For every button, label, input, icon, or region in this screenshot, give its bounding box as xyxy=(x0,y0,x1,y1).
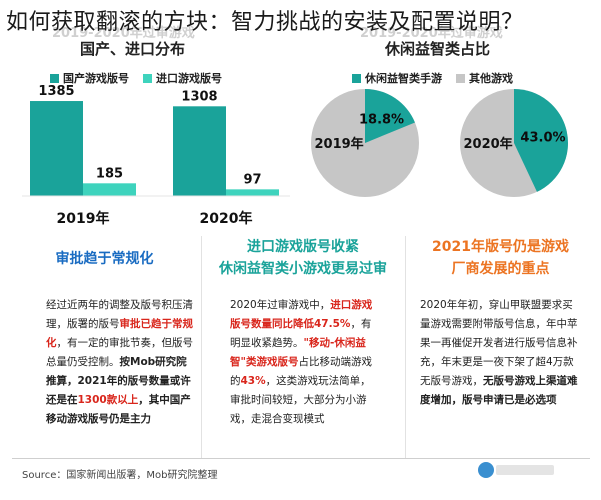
col2-text-1: 2020年过审游戏中， xyxy=(230,299,331,311)
bar-chart-title: 国产、进口分布 xyxy=(80,40,186,58)
col2-highlight-2: "移动-休闲益智"类游戏版号 xyxy=(230,337,366,368)
col1-text-1: 经过近两年的调整及版号积压清理，版署的版号 xyxy=(46,299,193,330)
section-head-1: 审批趋于常规化 xyxy=(12,248,197,268)
bar-value-label-1-1: 97 xyxy=(243,172,261,187)
col3-bold-1: 无版号游戏上渠道难度增加，版号申请已是必选项 xyxy=(420,375,578,406)
watermark-logo-icon xyxy=(478,462,494,478)
pie-year-label-0: 2019年 xyxy=(314,136,363,152)
legend-label-import: 进口游戏版号 xyxy=(156,72,222,85)
pie-value-label-1: 43.0% xyxy=(520,131,565,146)
section-head-2-line-1: 进口游戏版号收紧 xyxy=(247,239,359,255)
legend-label-other: 其他游戏 xyxy=(469,72,513,85)
col2-text-4: ，这类游戏玩法简单，审批时间较短，大部分为小游戏，走混合变现模式 xyxy=(230,375,371,425)
column-2-text: 2020年过审游戏中，进口游戏版号数量同比降低47.5%，有明显收紧趋势。"移动… xyxy=(230,296,380,429)
col1-highlight-2: 1300款以上 xyxy=(77,394,139,406)
overlay-title: 如何获取翻滚的方块：智力挑战的安装及配置说明？ xyxy=(6,10,524,35)
source-note: Source：国家新闻出版署，Mob研究院整理 xyxy=(22,470,218,481)
section-head-3-line-1: 2021年版号仍是游戏 xyxy=(432,239,569,255)
section-head-3-line-2: 厂商发展的重点 xyxy=(451,261,550,277)
section-head-1-line-1: 审批趋于常规化 xyxy=(55,251,154,267)
pie-year-label-1: 2020年 xyxy=(463,136,512,152)
bar-value-label-0-1: 185 xyxy=(96,166,123,181)
pie-value-label-0: 18.8% xyxy=(359,112,404,127)
ghost-header-left: 2019-2020年过审游戏 xyxy=(52,26,195,41)
ghost-header-right: 2019-2020年过审游戏 xyxy=(360,26,503,41)
bar-legend-item-import: 进口游戏版号 xyxy=(143,70,222,86)
bar-category-label-0: 2019年 xyxy=(57,210,110,227)
col1-text-2: ，有一定的审批节奏，但版号总量仍受控制。 xyxy=(46,337,193,368)
legend-swatch-import xyxy=(143,74,152,83)
column-divider-1 xyxy=(201,236,202,458)
bar-1-0 xyxy=(173,106,226,196)
pie-chart-title: 休闲益智类占比 xyxy=(385,40,491,58)
bar-0-1 xyxy=(83,183,136,196)
watermark-bar xyxy=(496,465,554,475)
col1-highlight-1: 审批已趋于常规化 xyxy=(46,318,193,349)
column-1-text: 经过近两年的调整及版号积压清理，版署的版号审批已趋于常规化，有一定的审批节奏，但… xyxy=(46,296,194,429)
bar-value-label-1-0: 1308 xyxy=(181,89,217,104)
legend-label-domestic: 国产游戏版号 xyxy=(63,72,129,85)
bar-value-label-0-0: 1385 xyxy=(38,84,74,99)
pie-legend-item-other: 其他游戏 xyxy=(456,70,513,86)
section-head-2-line-2: 休闲益智类小游戏更易过审 xyxy=(219,261,387,277)
charts-canvas: 1385 185 2019年 1308 97 2020年 18.8% 2019年 43.0% 2… xyxy=(22,84,568,227)
col3-text-1: 2020年年初，穿山甲联盟要求买量游戏需要附带版号信息，年中苹果一再催促开发者进… xyxy=(420,299,578,387)
col2-text-2: ，有明显收紧趋势。 xyxy=(230,318,372,349)
pie-charts: 18.8% 2019年 43.0% 2020年 xyxy=(311,89,568,197)
section-head-2: 进口游戏版号收紧 休闲益智类小游戏更易过审 xyxy=(203,236,403,280)
pie-casual-slice-0 xyxy=(365,89,415,143)
bar-0-0 xyxy=(30,101,83,196)
bar-legend: 国产游戏版号 进口游戏版号 xyxy=(50,70,222,86)
bar-1-1 xyxy=(226,189,279,196)
legend-swatch-other xyxy=(456,74,465,83)
column-3-text: 2020年年初，穿山甲联盟要求买量游戏需要附带版号信息，年中苹果一再催促开发者进… xyxy=(420,296,578,410)
legend-swatch-casual xyxy=(352,74,361,83)
footer-divider xyxy=(12,458,590,459)
col2-text-3: 占比移动端游戏的 xyxy=(230,356,372,387)
col1-bold-1: 按Mob研究院推算，2021年的版号数量或许还是在 xyxy=(46,356,191,406)
col2-highlight-1: 进口游戏版号数量同比降低47.5% xyxy=(230,299,373,330)
bar-chart: 1385 185 2019年 1308 97 2020年 xyxy=(22,84,290,227)
column-divider-2 xyxy=(405,236,406,458)
legend-swatch-domestic xyxy=(50,74,59,83)
col1-bold-2: ，其中国产移动游戏版号仍是主力 xyxy=(46,394,191,425)
pie-legend: 休闲益智类手游 其他游戏 xyxy=(352,70,513,86)
legend-label-casual: 休闲益智类手游 xyxy=(365,72,442,85)
pie-legend-item-casual: 休闲益智类手游 xyxy=(352,70,442,86)
col2-highlight-3: 43% xyxy=(240,375,266,387)
bar-legend-item-domestic: 国产游戏版号 xyxy=(50,70,129,86)
section-head-3: 2021年版号仍是游戏 厂商发展的重点 xyxy=(408,236,593,280)
bar-category-label-1: 2020年 xyxy=(200,210,253,227)
pie-casual-slice-1 xyxy=(514,89,568,192)
